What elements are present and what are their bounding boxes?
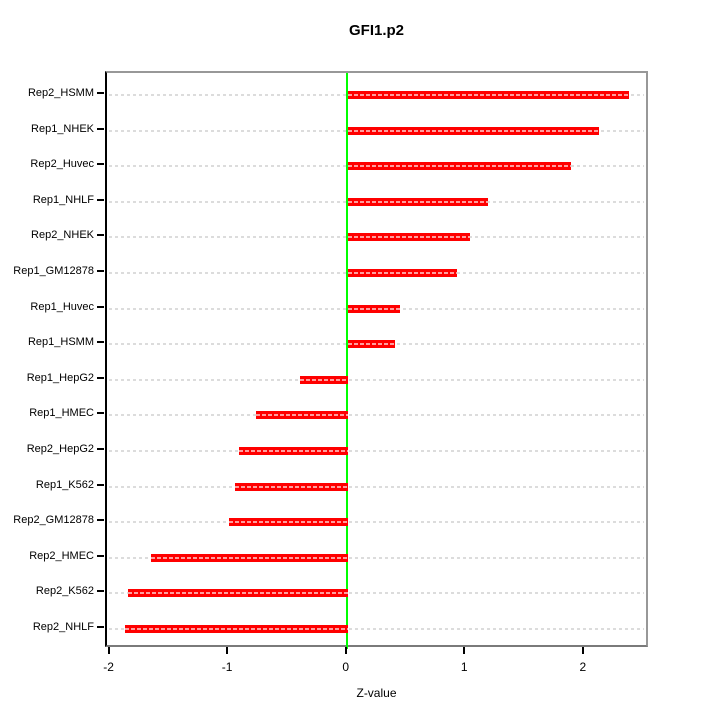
bar — [347, 91, 629, 99]
y-axis-label: Rep1_HMEC — [29, 407, 94, 420]
bar-highlight — [229, 521, 348, 524]
bar — [150, 553, 348, 562]
bar-highlight — [238, 450, 348, 452]
bar-highlight — [347, 272, 457, 274]
bar — [347, 197, 488, 206]
zero-line — [345, 73, 348, 649]
bar — [229, 518, 348, 527]
y-axis-label: Rep2_HMEC — [29, 549, 94, 562]
grid-line — [109, 414, 644, 417]
y-axis-tick — [97, 626, 104, 628]
grid-line — [109, 521, 644, 524]
y-axis-label: Rep1_NHLF — [32, 193, 94, 206]
y-axis-label: Rep2_NHLF — [32, 621, 94, 633]
bar — [124, 625, 348, 633]
y-axis-label: Rep2_Huvec — [30, 158, 94, 171]
x-axis-tick-label: 1 — [460, 660, 468, 674]
bar-highlight — [124, 628, 348, 630]
bar-highlight — [128, 592, 348, 595]
plot-area — [105, 71, 648, 649]
bar-highlight — [347, 236, 470, 239]
y-axis-label: Rep1_GM12878 — [13, 265, 94, 277]
x-axis-tick — [344, 647, 347, 654]
bar-highlight — [300, 378, 348, 381]
bar-highlight — [347, 200, 488, 203]
y-axis-label: Rep2_K562 — [35, 585, 94, 598]
y-axis-label: Rep1_NHEK — [31, 122, 94, 135]
bar-highlight — [347, 165, 571, 168]
y-axis-tick — [97, 554, 104, 557]
y-axis-label: Rep2_NHEK — [31, 229, 94, 242]
chart-title: GFI1.p2 — [348, 22, 404, 39]
x-axis-tick-label: -1 — [221, 660, 233, 674]
y-axis-tick — [97, 127, 104, 130]
bar — [256, 411, 348, 420]
bar — [347, 269, 457, 277]
y-axis-label: Rep2_HSMM — [27, 87, 94, 99]
x-axis-label: Z-value — [356, 686, 397, 700]
y-axis-tick — [97, 270, 104, 272]
y-axis-tick — [97, 519, 104, 522]
grid-line — [109, 592, 644, 595]
bar — [347, 162, 571, 171]
bar — [128, 589, 348, 598]
bar — [238, 447, 348, 455]
x-axis-tick — [107, 647, 110, 654]
bar — [347, 340, 396, 349]
y-axis-label: Rep2_HepG2 — [26, 443, 94, 455]
bar — [347, 126, 600, 135]
grid-line — [109, 485, 644, 488]
bar-highlight — [150, 556, 348, 559]
x-axis-tick-label: -2 — [103, 660, 114, 674]
y-axis-label: Rep2_GM12878 — [13, 514, 94, 527]
y-axis-label: Rep1_Huvec — [30, 300, 94, 313]
grid-line — [109, 450, 644, 452]
y-axis-tick — [97, 412, 104, 415]
x-axis-tick — [581, 647, 584, 654]
y-axis-label: Rep1_HSMM — [27, 336, 94, 349]
bar — [235, 482, 348, 491]
bar-highlight — [347, 94, 629, 96]
grid-line — [109, 378, 644, 381]
bar-highlight — [256, 414, 348, 417]
y-axis-tick — [97, 305, 104, 308]
y-axis-tick — [97, 590, 104, 593]
bar-highlight — [347, 343, 396, 346]
bar — [347, 233, 470, 242]
bar-highlight — [347, 307, 400, 310]
y-axis-tick — [97, 341, 104, 344]
y-axis-tick — [97, 376, 104, 379]
x-axis-tick — [226, 647, 229, 654]
bar-highlight — [347, 129, 600, 132]
y-axis-label: Rep1_HepG2 — [26, 371, 94, 384]
grid-line — [109, 628, 644, 630]
bar — [347, 304, 400, 313]
y-axis-tick — [97, 483, 104, 486]
x-axis-tick-label: 0 — [342, 660, 350, 674]
x-axis-tick-label: 2 — [579, 660, 587, 674]
y-axis-tick — [97, 448, 104, 450]
y-axis-label: Rep1_K562 — [35, 478, 94, 491]
x-axis-tick — [463, 647, 466, 654]
y-axis-tick — [97, 92, 104, 94]
bar — [300, 375, 348, 384]
grid-line — [109, 556, 644, 559]
y-axis-tick — [97, 234, 104, 237]
y-axis-tick — [97, 163, 104, 166]
y-axis-tick — [97, 198, 104, 201]
bar-highlight — [235, 485, 348, 488]
